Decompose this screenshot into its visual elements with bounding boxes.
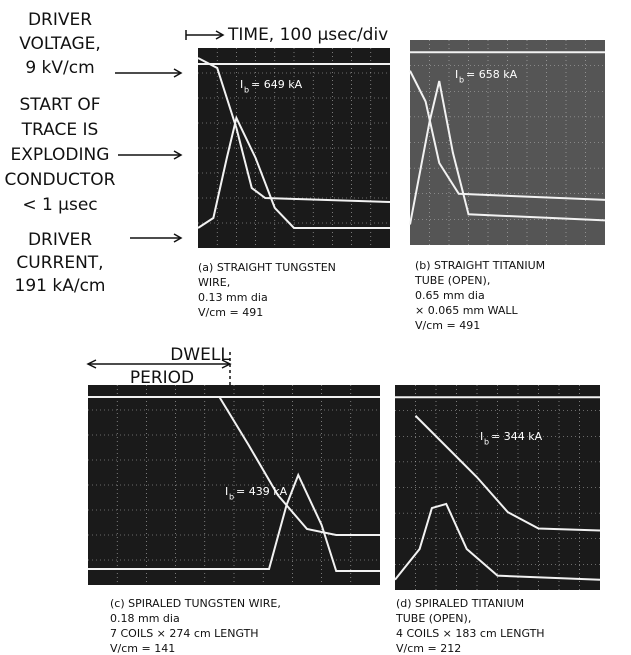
current-symbol: I bbox=[480, 430, 483, 443]
dwell-label: DWELL bbox=[170, 345, 230, 365]
left-label: < 1 μsec bbox=[22, 195, 97, 215]
caption: TUBE (OPEN), bbox=[414, 274, 490, 287]
left-label: EXPLODING bbox=[11, 145, 110, 165]
oscilloscope-screen bbox=[88, 385, 380, 585]
caption: 0.18 mm dia bbox=[110, 612, 180, 625]
current-subscript: b bbox=[484, 438, 489, 447]
caption: V/cm = 491 bbox=[198, 306, 263, 319]
left-label: CONDUCTOR bbox=[5, 170, 116, 190]
time-label: TIME, 100 μsec/div bbox=[227, 25, 388, 45]
current-subscript: b bbox=[229, 493, 234, 502]
figure: DRIVER VOLTAGE, 9 kV/cm START OF TRACE IS EXP… bbox=[0, 0, 631, 655]
caption: (c) SPIRALED TUNGSTEN WIRE, bbox=[110, 597, 281, 610]
caption: (a) STRAIGHT TUNGSTEN bbox=[198, 261, 336, 274]
left-label: CURRENT, bbox=[16, 253, 103, 273]
current-value: = 649 kA bbox=[251, 78, 303, 91]
oscilloscope-screen bbox=[395, 385, 600, 590]
caption: V/cm = 212 bbox=[396, 642, 461, 655]
left-label: DRIVER bbox=[28, 10, 92, 30]
current-subscript: b bbox=[244, 86, 249, 95]
caption: (d) SPIRALED TITANIUM bbox=[396, 597, 524, 610]
left-label: 9 kV/cm bbox=[25, 58, 94, 78]
current-symbol: I bbox=[455, 68, 458, 81]
caption: × 0.065 mm WALL bbox=[415, 304, 519, 317]
caption: V/cm = 141 bbox=[110, 642, 175, 655]
caption: 0.65 mm dia bbox=[415, 289, 485, 302]
current-value: = 439 kA bbox=[236, 485, 288, 498]
left-label: 191 kA/cm bbox=[15, 276, 106, 296]
caption: 7 COILS × 274 cm LENGTH bbox=[110, 627, 259, 640]
left-label: TRACE IS bbox=[21, 120, 99, 140]
current-value: = 344 kA bbox=[491, 430, 543, 443]
current-symbol: I bbox=[225, 485, 228, 498]
screen bbox=[395, 385, 600, 590]
caption: TUBE (OPEN), bbox=[395, 612, 471, 625]
left-label: VOLTAGE, bbox=[19, 34, 101, 54]
left-label: DRIVER bbox=[28, 230, 92, 250]
current-symbol: I bbox=[240, 78, 243, 91]
left-label: START OF bbox=[19, 95, 100, 115]
current-value: = 658 kA bbox=[466, 68, 518, 81]
caption: 4 COILS × 183 cm LENGTH bbox=[396, 627, 545, 640]
caption: 0.13 mm dia bbox=[198, 291, 268, 304]
caption: V/cm = 491 bbox=[415, 319, 480, 332]
current-subscript: b bbox=[459, 76, 464, 85]
caption: (b) STRAIGHT TITANIUM bbox=[415, 259, 545, 272]
caption: WIRE, bbox=[198, 276, 230, 289]
